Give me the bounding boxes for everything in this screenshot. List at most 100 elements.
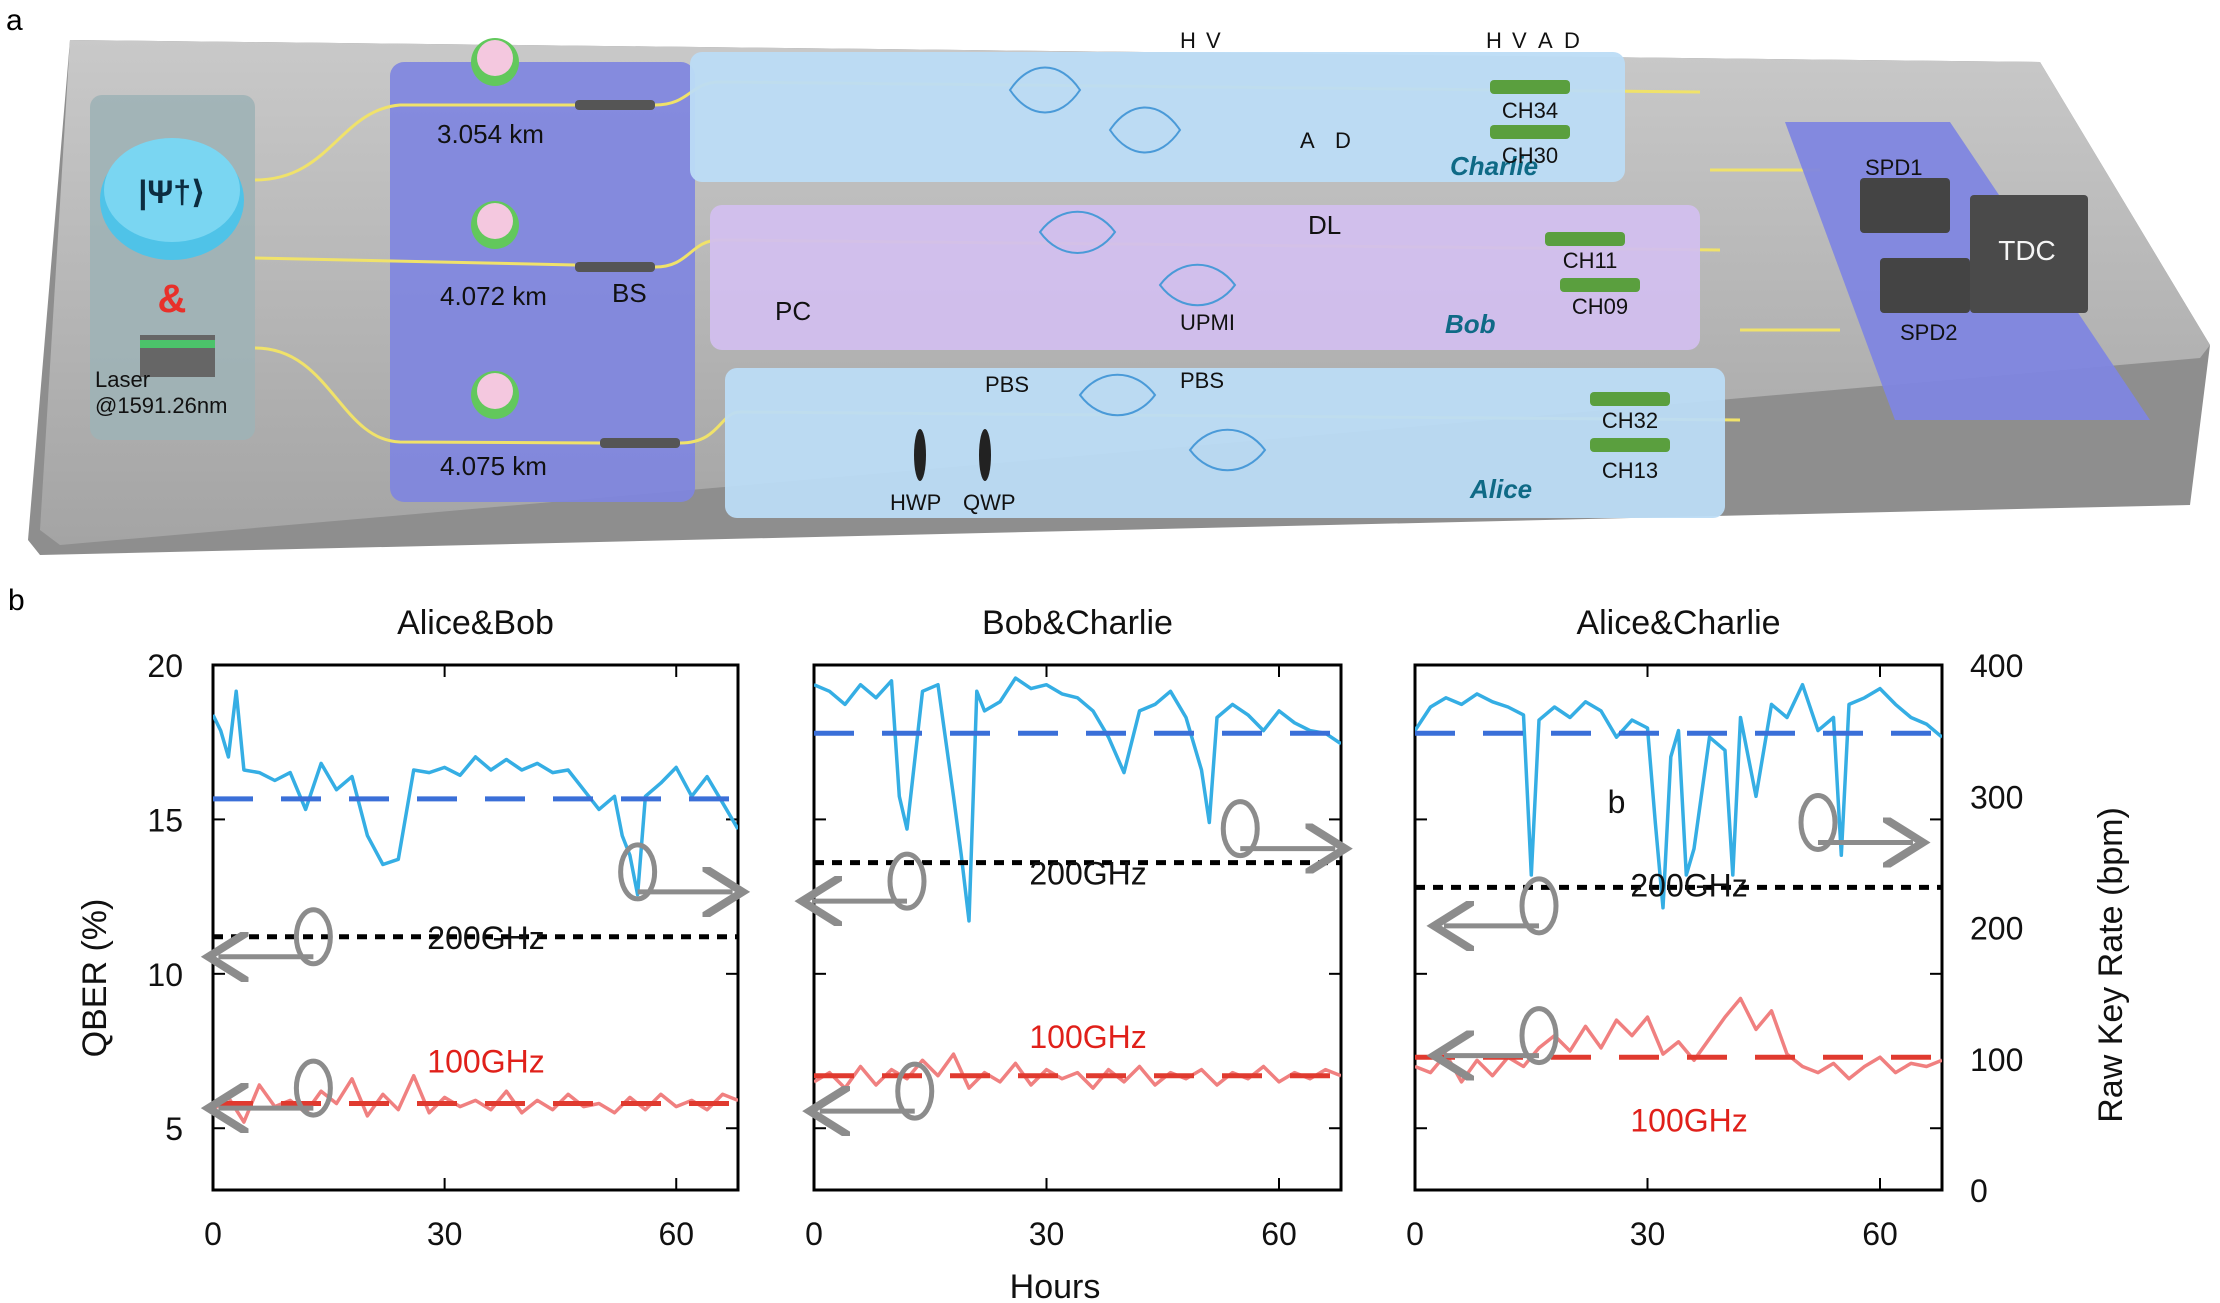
plot-2: Bob&Charlie 0 30 60 200GHz 100GHz — [805, 604, 1341, 1252]
cycle-arrow-loop — [895, 1061, 935, 1121]
channel-filter — [1545, 232, 1625, 246]
band-100ghz-label: 100GHz — [427, 1044, 544, 1080]
panel-b-plots: Alice&Bob 0 30 60 5 10 15 20 200GHz 100GHz Bob&Cha… — [147, 604, 2023, 1252]
charlie-ch-top: CH34 — [1502, 98, 1558, 123]
band-100ghz-label: 100GHz — [1029, 1019, 1146, 1055]
left-tick-label: 5 — [165, 1111, 183, 1147]
pulse-label-h2: H — [1486, 28, 1502, 53]
rate-series-line — [213, 689, 738, 897]
left-axis-title: QBER (%) — [76, 899, 114, 1058]
stray-b-label: b — [1608, 784, 1626, 820]
right-tick-label: 300 — [1970, 779, 2023, 815]
right-tick-label: 400 — [1970, 648, 2023, 684]
alice-module: Alice CH32 CH13 PBS PBS HWP QWP — [725, 368, 1725, 518]
source-block: |Ψ†⟩ & Laser @1591.26nm — [90, 95, 255, 440]
bob-upmi-label: UPMI — [1180, 310, 1235, 335]
fiber-length-2: 4.072 km — [440, 281, 547, 311]
charlie-ch-bottom: CH30 — [1502, 143, 1558, 168]
plot-3: Alice&Charlie 0 30 60 0 100 200 300 400 200GHz 100… — [1406, 604, 2023, 1252]
alice-ch-top: CH32 — [1602, 408, 1658, 433]
channel-filter — [1590, 392, 1670, 406]
left-tick-label: 15 — [147, 802, 183, 838]
band-200ghz-label: 200GHz — [1630, 868, 1747, 904]
laser-label: Laser — [95, 367, 150, 392]
interferometer — [1108, 106, 1182, 154]
rate-series-line — [814, 676, 1341, 923]
fiber-spool-icon — [471, 371, 519, 419]
fiber-length-1: 3.054 km — [437, 119, 544, 149]
alice-ch-bottom: CH13 — [1602, 458, 1658, 483]
pulse-label-a: A — [1300, 128, 1315, 153]
cycle-arrow-loop — [1798, 793, 1838, 852]
fiber-spool-block: 3.054 km 4.072 km 4.075 km BS — [390, 38, 695, 502]
tdc-label: TDC — [1998, 235, 2056, 266]
detection-module: SPD1 SPD2 TDC — [1785, 122, 2150, 420]
pulse-label-v: V — [1206, 28, 1221, 53]
bob-dl-label: DL — [1308, 210, 1341, 240]
x-tick-label: 30 — [1630, 1216, 1666, 1252]
x-tick-label: 60 — [658, 1216, 694, 1252]
band-200ghz-label: 200GHz — [1029, 855, 1146, 891]
bob-ch-top: CH11 — [1563, 248, 1618, 273]
alice-hwp-label: HWP — [890, 490, 941, 515]
cycle-arrow-loop — [1519, 876, 1559, 936]
charlie-label: Charlie — [1450, 151, 1538, 181]
alice-label: Alice — [1469, 474, 1532, 504]
tdc-icon — [1970, 195, 2088, 313]
x-tick-label: 60 — [1862, 1216, 1898, 1252]
right-tick-label: 200 — [1970, 911, 2023, 947]
plot-area — [814, 676, 1341, 1090]
alice-pbs-right: PBS — [1180, 368, 1224, 393]
x-tick-label: 0 — [1406, 1216, 1424, 1252]
x-tick-label: 30 — [427, 1216, 463, 1252]
band-200ghz-label: 200GHz — [427, 920, 544, 956]
channel-filter — [1590, 438, 1670, 452]
ampersand-label: & — [158, 277, 187, 321]
cycle-arrow-loop — [887, 851, 927, 911]
channel-filter — [1490, 80, 1570, 94]
x-tick-label: 0 — [204, 1216, 222, 1252]
right-axis-title: Raw Key Rate (bpm) — [2092, 807, 2130, 1123]
right-tick-label: 0 — [1970, 1173, 1988, 1209]
x-tick-label: 60 — [1261, 1216, 1297, 1252]
interferometer — [1188, 428, 1267, 472]
bob-module: Bob CH11 CH09 DL PC UPMI — [710, 205, 1700, 350]
channel-filter — [1490, 125, 1570, 139]
pulse-label-a2: A — [1538, 28, 1553, 53]
waveplate-icon — [914, 429, 926, 481]
bs-label: BS — [612, 278, 647, 308]
panel-a-label: a — [6, 4, 23, 37]
x-tick-label: 30 — [1029, 1216, 1065, 1252]
fiber-length-3: 4.075 km — [440, 451, 547, 481]
fiber-spool-icon — [471, 38, 519, 86]
laser-wavelength: @1591.26nm — [95, 393, 227, 418]
pulse-label-d: D — [1335, 128, 1351, 153]
channel-filter — [1560, 278, 1640, 292]
band-100ghz-label: 100GHz — [1630, 1102, 1747, 1138]
interferometer — [1078, 373, 1157, 417]
pulse-label-v2: V — [1512, 28, 1527, 53]
plot-title: Alice&Bob — [397, 604, 554, 642]
left-tick-label: 20 — [147, 648, 183, 684]
spd1-icon — [1860, 178, 1950, 233]
interferometer — [1158, 263, 1237, 307]
right-tick-label: 100 — [1970, 1042, 2023, 1078]
interferometer — [1008, 66, 1082, 114]
plot-title: Alice&Charlie — [1576, 604, 1780, 642]
spd2-label: SPD2 — [1900, 320, 1957, 345]
qber-series-line — [1415, 996, 1942, 1084]
plot-1: Alice&Bob 0 30 60 5 10 15 20 200GHz 100GHz — [147, 604, 738, 1252]
plot-title: Bob&Charlie — [982, 604, 1173, 642]
rate-series-line — [1415, 682, 1942, 910]
interferometer — [1038, 210, 1117, 254]
cycle-arrow-loop — [618, 842, 658, 902]
spd1-label: SPD1 — [1865, 155, 1922, 180]
waveplate-icon — [979, 429, 991, 481]
alice-qwp-label: QWP — [963, 490, 1016, 515]
cycle-arrow-loop — [1220, 799, 1260, 859]
spd2-icon — [1880, 258, 1970, 313]
alice-pbs-left: PBS — [985, 372, 1029, 397]
left-tick-label: 10 — [147, 957, 183, 993]
x-axis-title: Hours — [1010, 1268, 1101, 1303]
